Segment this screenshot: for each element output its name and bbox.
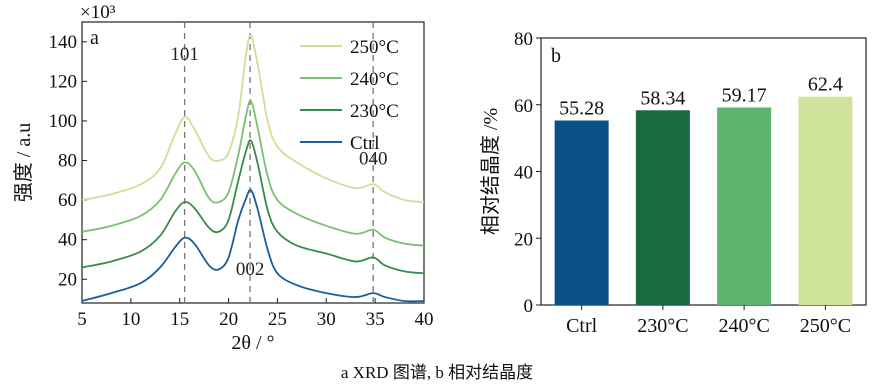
bar	[554, 120, 609, 306]
y-tick-label: 140	[49, 32, 78, 53]
y-axis-label: 强度 / a.u	[12, 123, 35, 202]
x-tick-label: 20	[219, 309, 238, 330]
x-tick-label: 30	[317, 309, 336, 330]
x-tick-label: 10	[121, 309, 140, 330]
y-tick-label: 40	[58, 230, 77, 251]
xrd-panel: 5 10 15 20 25 30 35 40 20 40 60 80 100 120 140×10³ 2θ /…	[12, 2, 434, 354]
plot-frame	[81, 21, 425, 304]
x-tick-label: 35	[366, 309, 385, 330]
bar	[717, 107, 772, 305]
y-tick-label: 60	[514, 96, 533, 117]
series-line	[81, 188, 425, 303]
y-multiplier: ×10³	[80, 2, 116, 23]
legend-label: 240°C	[350, 69, 399, 90]
bar-value-label: 58.34	[640, 87, 685, 109]
x-tick-label: 250°C	[800, 315, 851, 337]
x-tick-label: 240°C	[718, 315, 769, 337]
y-tick-label: 0	[524, 296, 534, 317]
bar	[635, 110, 690, 305]
bar-value-label: 55.28	[559, 98, 604, 120]
panel-label: b	[551, 45, 561, 67]
series-line	[81, 139, 425, 275]
y-tick-label: 40	[514, 163, 533, 184]
y-tick-label: 20	[514, 229, 533, 250]
peak-label: 002	[236, 259, 265, 280]
panel-label: a	[90, 27, 99, 49]
y-tick-label: 120	[49, 71, 78, 92]
x-tick-label: Ctrl	[566, 315, 598, 337]
bar-value-label: 62.4	[808, 74, 843, 96]
series-line	[81, 34, 425, 203]
bar	[798, 96, 853, 306]
x-tick-label: 5	[77, 309, 87, 330]
series-line	[81, 99, 425, 247]
y-tick-label: 80	[58, 151, 77, 172]
crystallinity-panel: 0 20 40 60 80 b 相对结晶度 /% 55.28 Ctrl 58.34 230°C 59.…	[479, 29, 867, 337]
y-tick-label: 60	[58, 190, 77, 211]
bar-value-label: 59.17	[722, 85, 767, 107]
peak-label: 101	[170, 44, 199, 65]
x-tick-label: 230°C	[637, 315, 688, 337]
legend-label: 250°C	[350, 37, 399, 58]
peak-label: 040	[359, 148, 388, 169]
y-axis-label: 相对结晶度 /%	[479, 108, 502, 235]
y-tick-label: 80	[514, 29, 533, 50]
x-tick-label: 25	[268, 309, 287, 330]
x-tick-label: 15	[170, 309, 189, 330]
legend-label: Ctrl	[350, 133, 380, 154]
x-axis-label: 2θ / °	[231, 332, 274, 354]
legend-label: 230°C	[350, 101, 399, 122]
figure-caption: a XRD 图谱, b 相对结晶度	[340, 363, 534, 382]
y-tick-label: 20	[58, 269, 77, 290]
y-tick-label: 100	[49, 111, 78, 132]
x-tick-label: 40	[415, 309, 434, 330]
